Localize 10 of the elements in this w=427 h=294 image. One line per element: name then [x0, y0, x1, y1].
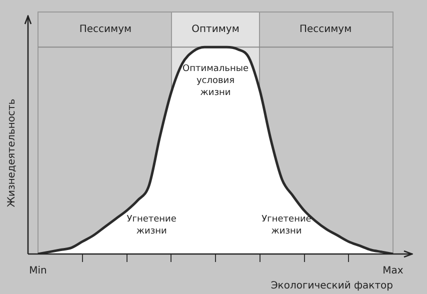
text: Пессимум: [299, 24, 352, 36]
annotation: Оптимальные условия жизни: [182, 64, 249, 98]
annotation: Угнетение жизни: [262, 214, 312, 237]
text: Оптимум: [192, 24, 240, 36]
x-axis-title: Экологический фактор: [270, 280, 393, 292]
text: Пессимум: [79, 24, 132, 36]
x-tick-label: Min: [29, 266, 47, 277]
y-axis-title: Жизнедеятельность: [6, 98, 18, 208]
annotation: Угнетение жизни: [126, 214, 177, 237]
x-tick-label: Max: [382, 266, 404, 277]
